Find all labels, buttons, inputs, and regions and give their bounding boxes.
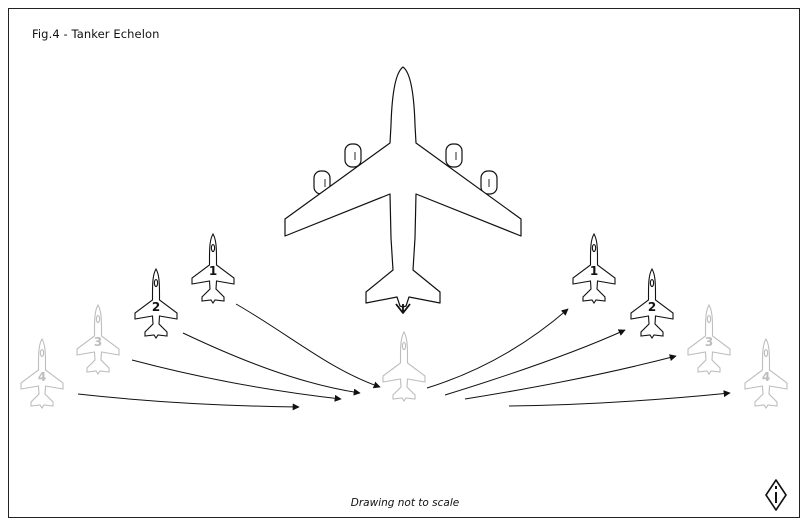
right-jet-1: 1 — [572, 233, 616, 304]
figure-frame — [8, 8, 800, 518]
tanker-inner-left-engine — [344, 143, 362, 168]
figure-caption: Drawing not to scale — [350, 497, 460, 509]
north-arrow-icon — [765, 479, 787, 511]
figure-title: Fig.4 - Tanker Echelon — [32, 27, 160, 41]
left-jet-4-number: 4 — [38, 370, 46, 384]
refueling-position-aircraft — [382, 331, 426, 402]
right-jet-2-number: 2 — [648, 300, 656, 314]
right-jet-3-number: 3 — [705, 335, 713, 349]
left-echelon: 1 2 3 4 — [20, 233, 235, 409]
arrow-left-1-to-center — [235, 303, 381, 389]
left-jet-2-number: 2 — [152, 300, 160, 314]
right-jet-2: 2 — [630, 268, 674, 339]
right-echelon: 1 2 3 4 — [572, 233, 788, 409]
arrow-center-to-right-4 — [508, 390, 731, 407]
right-jet-1-number: 1 — [590, 264, 598, 278]
arrow-left-3-to-center — [131, 359, 342, 402]
right-jet-4: 4 — [744, 338, 788, 409]
arrow-center-to-right-2 — [444, 329, 626, 396]
tanker-aircraft — [284, 66, 522, 314]
tanker-inner-right-engine — [445, 143, 463, 168]
left-jet-1: 1 — [191, 233, 235, 304]
arrow-left-4-to-center — [77, 393, 300, 411]
arrow-left-2-to-center — [182, 332, 361, 396]
left-jet-1-number: 1 — [209, 264, 217, 278]
right-jet-3: 3 — [687, 304, 731, 375]
arrow-center-to-right-1 — [426, 308, 569, 389]
arrow-center-to-right-3 — [464, 354, 677, 400]
right-jet-4-number: 4 — [762, 370, 770, 384]
left-jet-4: 4 — [20, 338, 64, 409]
refueling-boom — [395, 303, 411, 314]
left-jet-3-number: 3 — [94, 335, 102, 349]
left-jet-3: 3 — [76, 304, 120, 375]
left-jet-2: 2 — [134, 268, 178, 339]
